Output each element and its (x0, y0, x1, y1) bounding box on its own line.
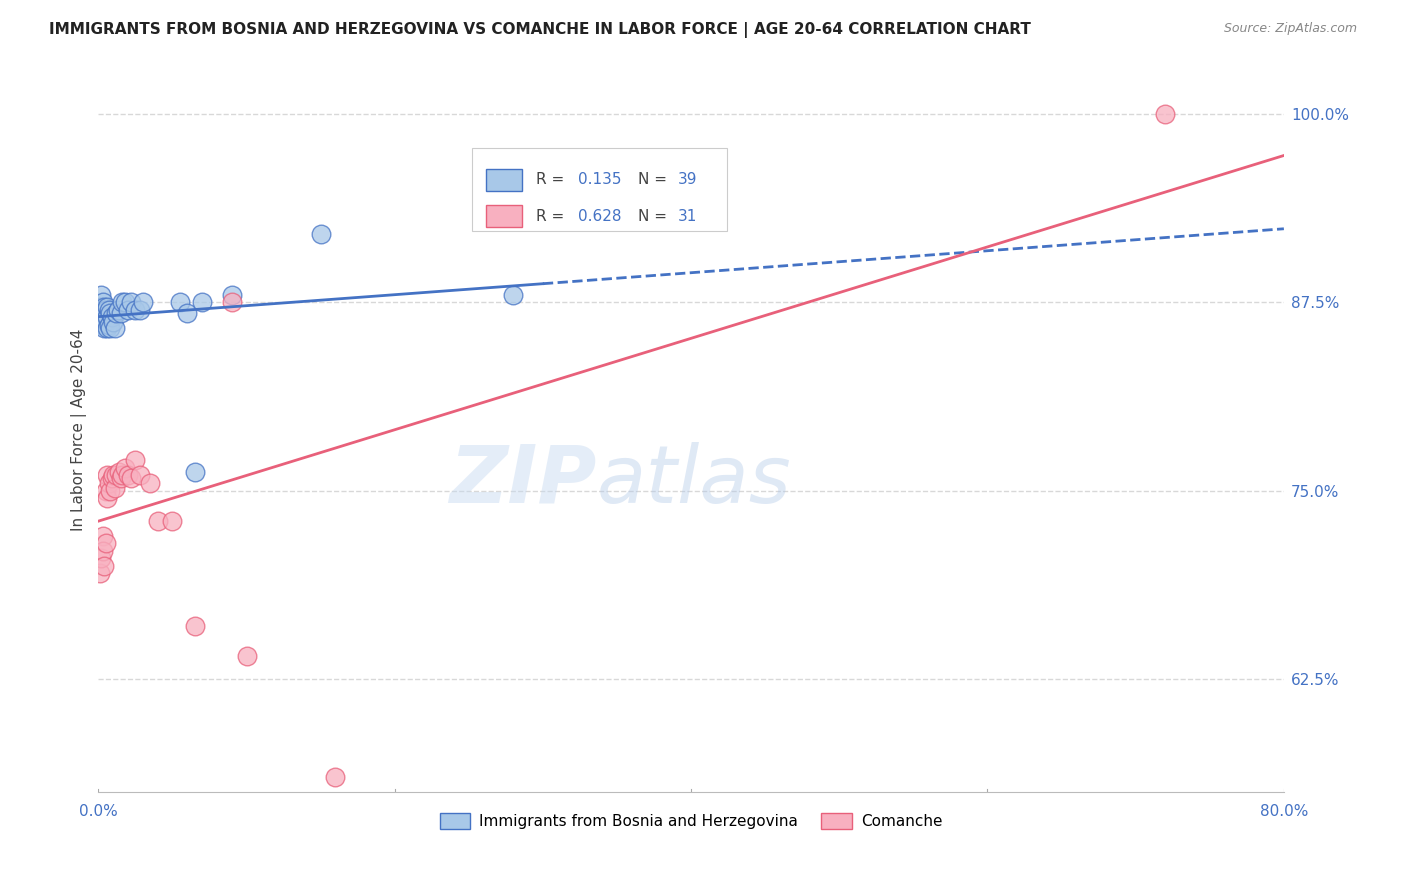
Point (93, 310, 115, 325)
Point (120, 295, 142, 310)
Point (90, 287, 112, 301)
Point (114, 295, 136, 310)
Point (91, 295, 114, 310)
Text: 31: 31 (678, 209, 697, 224)
Point (139, 475, 162, 490)
Point (100, 310, 122, 325)
Point (97, 475, 120, 490)
Point (89, 566, 111, 581)
Point (309, 227, 332, 242)
Legend: Immigrants from Bosnia and Herzegovina, Comanche: Immigrants from Bosnia and Herzegovina, … (433, 806, 949, 835)
Point (120, 471, 142, 485)
Point (191, 295, 214, 310)
Point (110, 306, 132, 320)
Point (96, 468, 118, 483)
Text: atlas: atlas (596, 442, 792, 520)
Point (221, 287, 243, 301)
Point (124, 453, 146, 467)
Point (111, 468, 134, 483)
Text: N =: N = (638, 209, 672, 224)
Point (1154, 107, 1177, 121)
Point (89, 315, 111, 329)
Text: Source: ZipAtlas.com: Source: ZipAtlas.com (1223, 22, 1357, 36)
Point (169, 295, 191, 310)
FancyBboxPatch shape (486, 205, 522, 227)
Point (98, 320, 121, 334)
Point (117, 302, 139, 317)
Point (100, 471, 122, 485)
Point (183, 619, 205, 633)
Point (111, 295, 134, 310)
Text: 39: 39 (678, 172, 697, 187)
Point (108, 466, 131, 480)
Point (91, 529, 114, 543)
Point (176, 306, 198, 320)
Point (97, 318, 120, 332)
Point (105, 468, 128, 483)
Point (128, 302, 150, 317)
Point (96, 491, 118, 505)
Text: ZIP: ZIP (449, 442, 596, 520)
Text: N =: N = (638, 172, 672, 187)
Point (124, 302, 146, 317)
Point (114, 461, 136, 475)
Point (105, 306, 128, 320)
Point (101, 468, 124, 483)
Y-axis label: In Labor Force | Age 20-64: In Labor Force | Age 20-64 (72, 329, 87, 532)
Point (502, 287, 524, 301)
Point (98, 483, 121, 498)
Point (96, 320, 118, 334)
Point (91, 318, 114, 332)
FancyBboxPatch shape (486, 169, 522, 191)
Point (235, 649, 257, 664)
Point (132, 295, 155, 310)
Point (183, 466, 205, 480)
Point (90, 551, 112, 566)
Point (93, 558, 115, 573)
Point (110, 471, 132, 485)
Point (93, 320, 115, 334)
Point (221, 295, 243, 310)
Point (96, 300, 118, 314)
Point (117, 468, 139, 483)
Text: IMMIGRANTS FROM BOSNIA AND HERZEGOVINA VS COMANCHE IN LABOR FORCE | AGE 20-64 CO: IMMIGRANTS FROM BOSNIA AND HERZEGOVINA V… (49, 22, 1031, 38)
Point (89, 302, 111, 317)
Point (94, 315, 117, 329)
Point (94, 302, 117, 317)
Text: R =: R = (536, 172, 569, 187)
Point (162, 514, 184, 528)
Text: 0.628: 0.628 (578, 209, 621, 224)
Point (90, 300, 112, 314)
Point (128, 468, 150, 483)
Point (104, 481, 127, 495)
Text: 0.135: 0.135 (578, 172, 621, 187)
Point (94, 536, 117, 550)
Point (97, 302, 120, 317)
Point (96, 310, 118, 325)
Point (93, 300, 115, 314)
Text: R =: R = (536, 209, 569, 224)
Point (107, 302, 129, 317)
Point (94, 483, 117, 498)
Point (146, 514, 169, 528)
FancyBboxPatch shape (472, 148, 727, 231)
Point (98, 306, 121, 320)
Point (325, 770, 347, 784)
Point (104, 320, 127, 334)
Point (91, 302, 114, 317)
Point (91, 544, 114, 558)
Text: 80.0%: 80.0% (1260, 804, 1308, 819)
Point (101, 315, 124, 329)
Text: 0.0%: 0.0% (79, 804, 118, 819)
